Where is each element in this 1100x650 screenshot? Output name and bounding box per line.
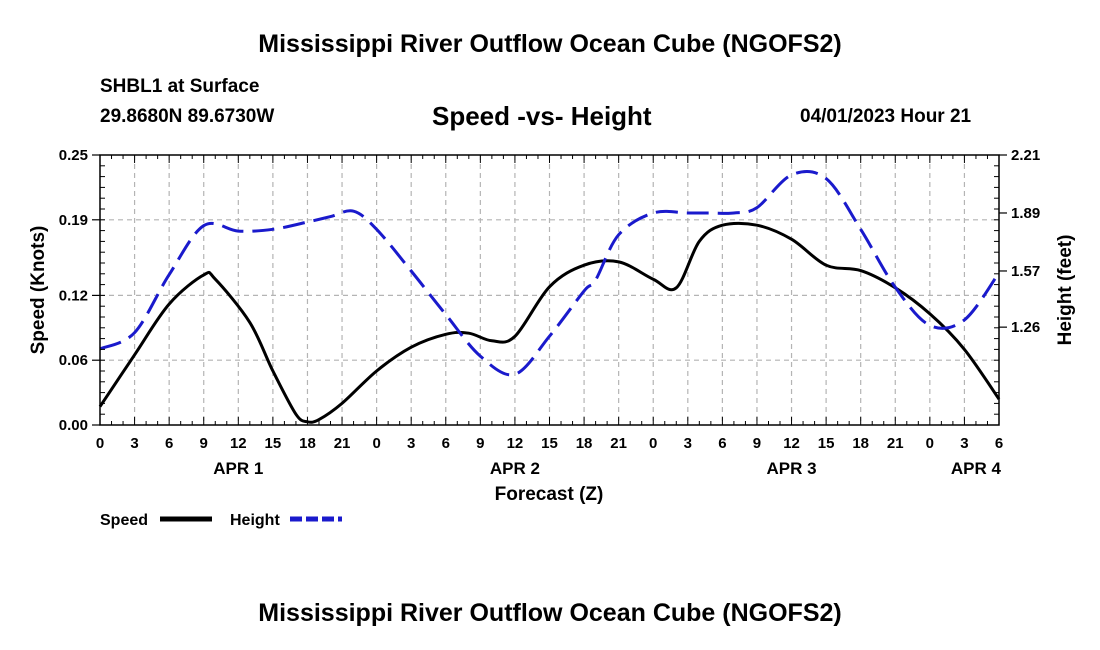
x-tick-label: 21 [334, 435, 351, 452]
x-tick-label: 6 [995, 435, 1003, 452]
x-tick-label: 3 [960, 435, 968, 452]
x-tick-label: 3 [684, 435, 692, 452]
x-tick-label: 12 [783, 435, 800, 452]
y-tick-label-left: 0.12 [59, 287, 88, 304]
x-date-label: APR 3 [766, 459, 816, 478]
series-lines [98, 170, 1001, 424]
x-tick-label: 12 [507, 435, 524, 452]
x-tick-label: 15 [818, 435, 835, 452]
grid-lines [100, 155, 999, 425]
legend-height-label: Height [230, 512, 280, 529]
x-tick-label: 12 [230, 435, 247, 452]
footer-title: Mississippi River Outflow Ocean Cube (NG… [258, 599, 842, 627]
forecast-datetime: 04/01/2023 Hour 21 [800, 106, 972, 127]
x-tick-label: 6 [718, 435, 726, 452]
y-axis-label-right: Height (feet) [1055, 235, 1076, 346]
x-tick-label: 9 [476, 435, 484, 452]
x-tick-label: 3 [407, 435, 415, 452]
x-tick-label: 18 [576, 435, 593, 452]
x-tick-label: 6 [165, 435, 173, 452]
y-tick-label-right: 1.89 [1011, 205, 1040, 222]
x-tick-label: 18 [299, 435, 316, 452]
x-tick-label: 6 [442, 435, 450, 452]
x-tick-label: 0 [372, 435, 380, 452]
y-tick-label-right: 2.21 [1011, 147, 1040, 164]
legend-speed-label: Speed [100, 512, 148, 529]
x-tick-label: 0 [649, 435, 657, 452]
legend: Speed Height [100, 512, 342, 529]
y-tick-label-left: 0.19 [59, 212, 88, 229]
coordinates-label: 29.8680N 89.6730W [100, 106, 275, 127]
x-tick-label: 9 [200, 435, 208, 452]
y-tick-label-right: 1.26 [1011, 319, 1040, 336]
chart-subtitle: Speed -vs- Height [432, 101, 652, 131]
y-axis-label-left: Speed (Knots) [28, 226, 49, 355]
speed-series-line [98, 221, 1001, 424]
x-tick-label: 0 [926, 435, 934, 452]
height-series-line [99, 170, 1001, 377]
x-tick-label: 21 [887, 435, 904, 452]
x-date-label: APR 2 [490, 459, 540, 478]
x-tick-label: 15 [265, 435, 282, 452]
x-date-label: APR 4 [951, 459, 1002, 478]
axis-ticks: 0 3 6 9 12 15 18 21 0 3 6 9 12 15 18 21 0 3 6 9 12 15 18 21 0 3 6 A… [59, 147, 1040, 478]
x-tick-label: 0 [96, 435, 104, 452]
y-tick-label-left: 0.06 [59, 352, 88, 369]
station-label: SHBL1 at Surface [100, 76, 260, 97]
x-tick-label: 18 [852, 435, 869, 452]
y-tick-label-right: 1.57 [1011, 263, 1040, 280]
x-axis-label: Forecast (Z) [495, 484, 604, 505]
y-tick-label-left: 0.25 [59, 147, 88, 164]
main-title: Mississippi River Outflow Ocean Cube (NG… [258, 30, 842, 58]
x-tick-label: 9 [753, 435, 761, 452]
x-tick-label: 3 [130, 435, 138, 452]
y-tick-label-left: 0.00 [59, 417, 88, 434]
x-tick-label: 21 [610, 435, 627, 452]
x-tick-label: 15 [541, 435, 558, 452]
x-date-label: APR 1 [213, 459, 263, 478]
